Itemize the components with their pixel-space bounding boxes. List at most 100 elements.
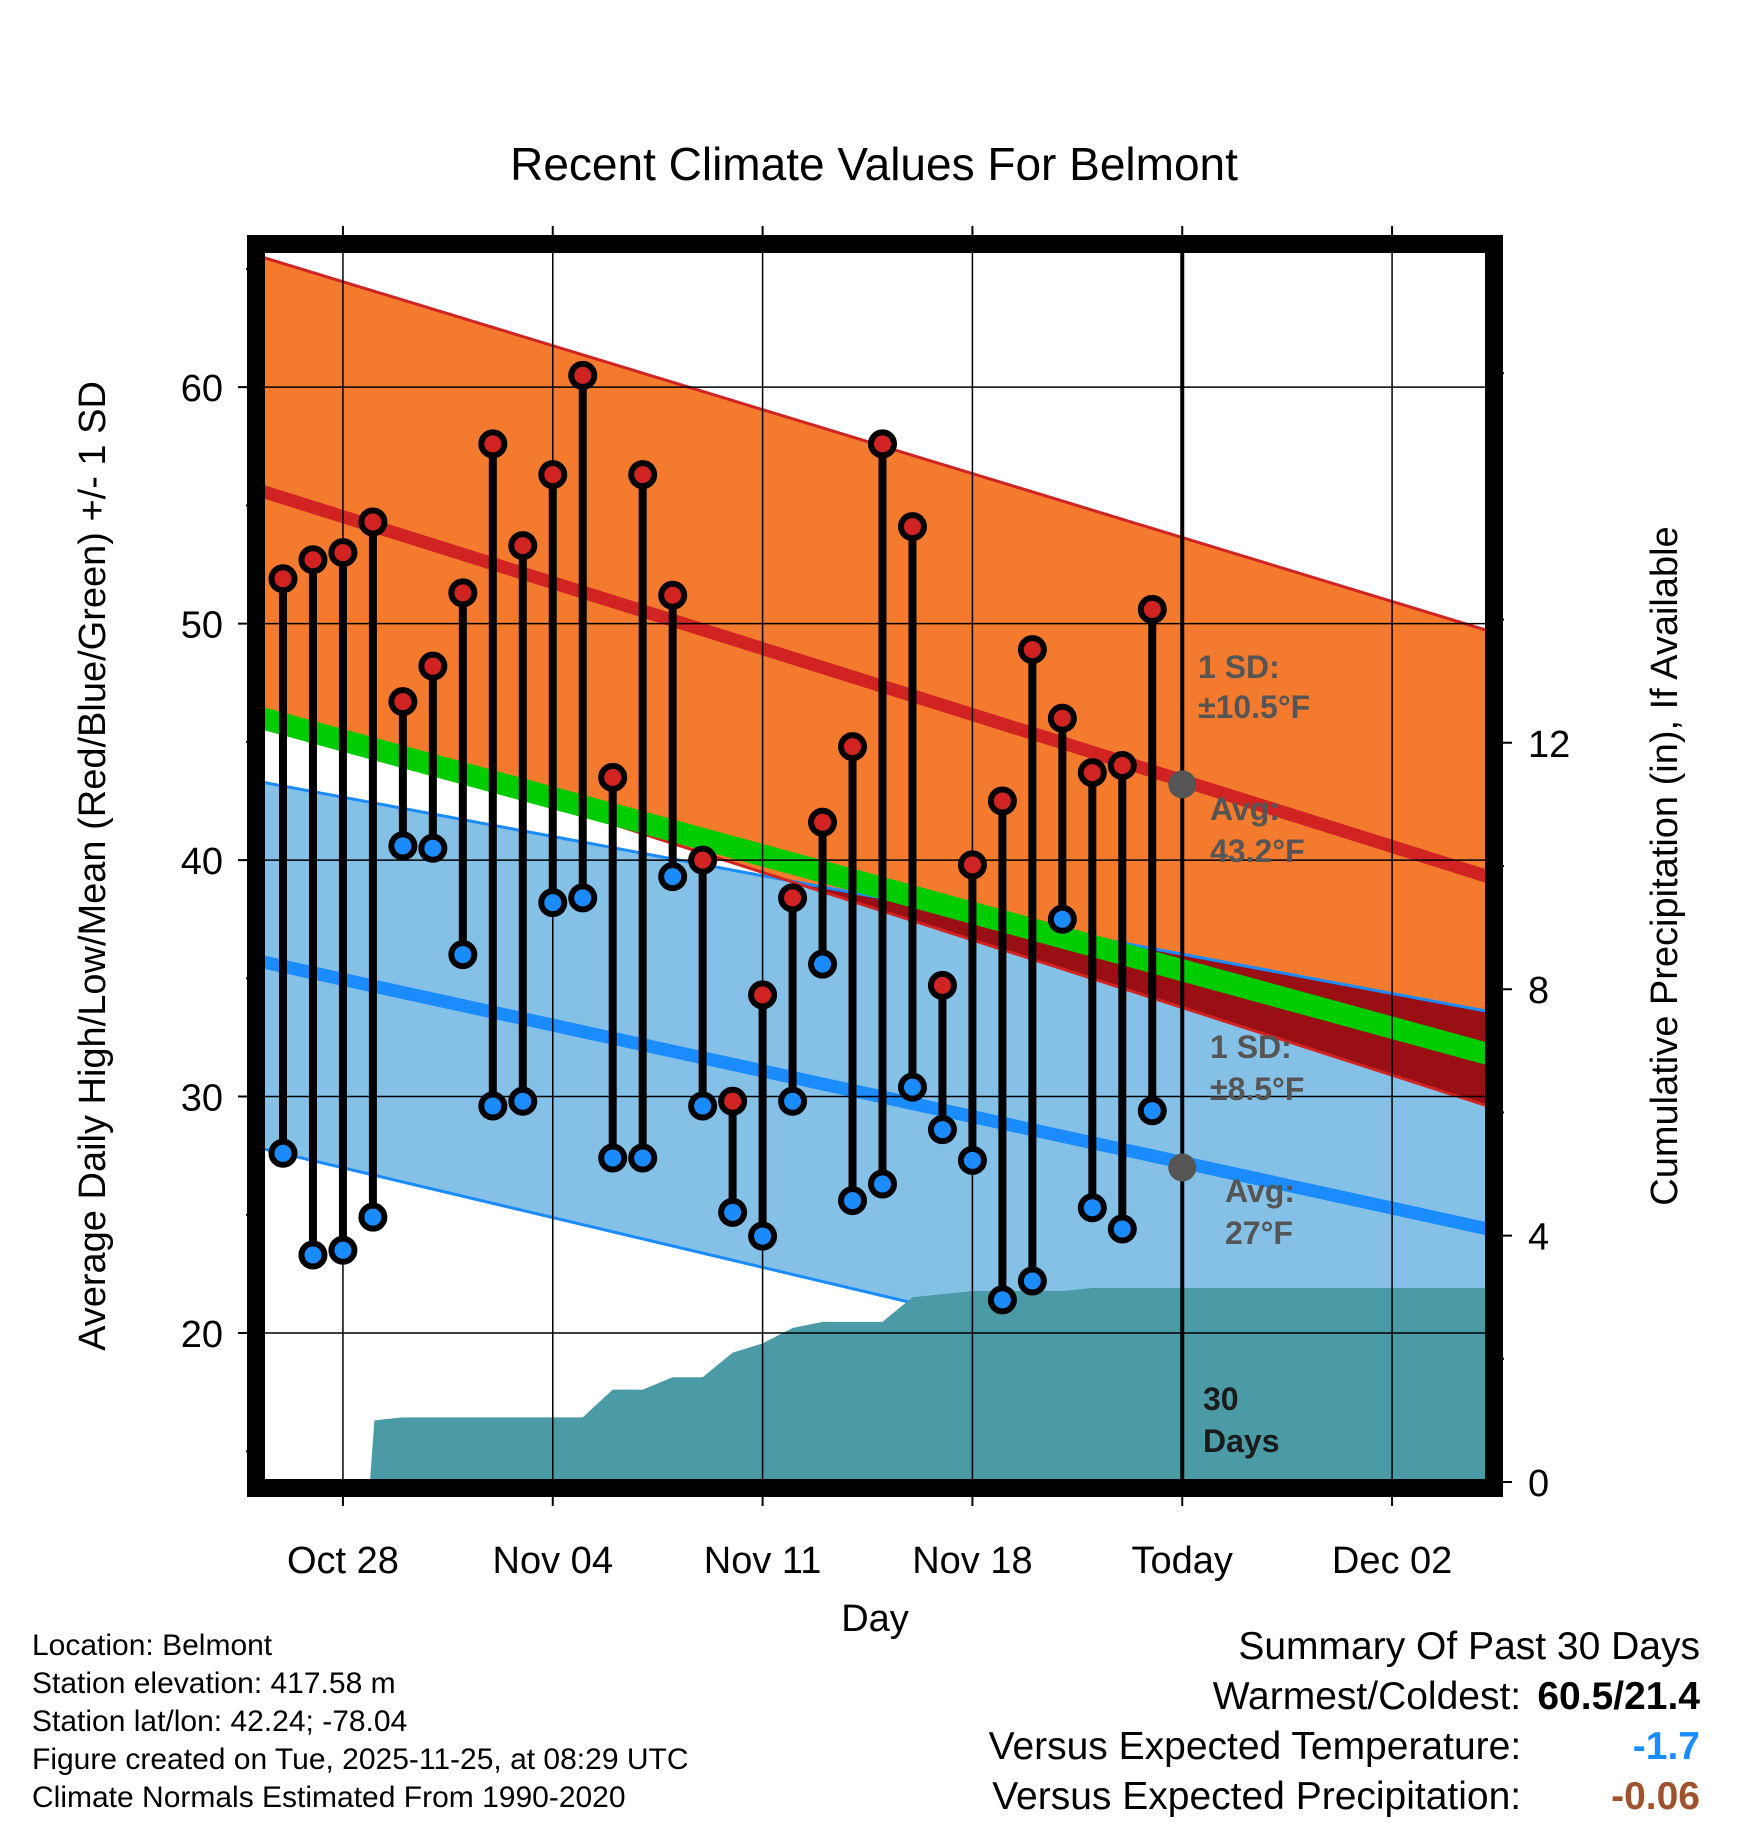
low-sd-value: ±8.5°F — [1210, 1071, 1304, 1107]
precip-value: -0.06 — [1611, 1775, 1700, 1818]
low-point — [838, 1186, 868, 1216]
window-count: 30 — [1203, 1381, 1239, 1417]
low-point — [927, 1115, 957, 1145]
high-point — [328, 538, 358, 568]
x-tick-label: Nov 18 — [912, 1540, 1032, 1582]
x-tick-label: Oct 28 — [287, 1540, 399, 1582]
x-axis-label: Day — [841, 1598, 909, 1640]
y2-axis-label: Cumulative Precipitation (in), If Availa… — [1644, 526, 1686, 1205]
summary-heading: Summary Of Past 30 Days — [1238, 1625, 1700, 1668]
high-point — [598, 762, 628, 792]
y-tick-label: 60 — [181, 368, 223, 410]
high-point — [538, 460, 568, 490]
y2-tick-label: 4 — [1528, 1217, 1549, 1259]
high-point — [927, 970, 957, 1000]
low-point — [1017, 1266, 1047, 1296]
precip-label: Versus Expected Precipitation: — [992, 1775, 1522, 1818]
high-point — [897, 512, 927, 542]
y-tick-label: 40 — [181, 841, 223, 883]
high-point — [748, 980, 778, 1010]
x-tick-label: Today — [1132, 1540, 1233, 1582]
high-point — [298, 545, 328, 575]
low-point — [748, 1221, 778, 1251]
high-point — [1077, 758, 1107, 788]
high-avg-value: 43.2°F — [1210, 833, 1305, 869]
x-tick-label: Nov 04 — [493, 1540, 613, 1582]
low-point — [867, 1169, 897, 1199]
high-point — [448, 578, 478, 608]
station-metadata: Location: Belmont Station elevation: 417… — [32, 1627, 689, 1817]
low-point — [957, 1145, 987, 1175]
high-point — [508, 531, 538, 561]
high-point — [718, 1086, 748, 1116]
summary-precip: Versus Expected Precipitation: -0.06 — [989, 1772, 1700, 1822]
low-avg-value: 27°F — [1225, 1215, 1293, 1251]
low-point — [658, 862, 688, 892]
meta-location: Location: Belmont — [32, 1629, 273, 1662]
high-point — [1017, 635, 1047, 665]
high-avg-line — [262, 484, 1488, 883]
low-point — [778, 1086, 808, 1116]
high-sd-title: 1 SD: — [1198, 649, 1280, 685]
high-avg-title: Avg: — [1210, 791, 1280, 827]
y2-tick-label: 12 — [1528, 724, 1570, 766]
warmest-coldest-label: Warmest/Coldest: — [1212, 1675, 1522, 1718]
low-point — [808, 949, 838, 979]
low-point — [478, 1091, 508, 1121]
window-unit: Days — [1203, 1423, 1280, 1459]
y-tick-label: 20 — [181, 1314, 223, 1356]
high-point — [658, 580, 688, 610]
high-point — [358, 507, 388, 537]
high-point — [957, 850, 987, 880]
low-point — [328, 1235, 358, 1265]
low-point — [1077, 1193, 1107, 1223]
low-point — [358, 1202, 388, 1232]
high-point — [808, 807, 838, 837]
low-point — [418, 833, 448, 863]
y-tick-label: 30 — [181, 1078, 223, 1120]
temp-value: -1.7 — [1632, 1725, 1700, 1768]
high-point — [418, 651, 448, 681]
high-point — [1107, 751, 1137, 781]
low-point — [538, 888, 568, 918]
low-point — [388, 831, 418, 861]
x-tick-label: Nov 11 — [704, 1540, 822, 1582]
x-tick-label: Dec 02 — [1332, 1540, 1452, 1582]
high-point — [987, 786, 1017, 816]
y2-tick-label: 0 — [1528, 1463, 1549, 1505]
low-avg-title: Avg: — [1225, 1173, 1295, 1209]
y2-tick-label: 8 — [1528, 970, 1549, 1012]
high-point — [478, 429, 508, 459]
low-point — [568, 883, 598, 913]
low-point — [897, 1072, 927, 1102]
y-tick-label: 50 — [181, 605, 223, 647]
warmest-coldest-value: 60.5/21.4 — [1537, 1675, 1700, 1718]
high-point — [268, 564, 298, 594]
low-point — [718, 1197, 748, 1227]
high-point — [568, 360, 598, 390]
meta-elevation: Station elevation: 417.58 m — [32, 1667, 396, 1700]
meta-created: Figure created on Tue, 2025-11-25, at 08… — [32, 1743, 689, 1776]
high-point — [838, 732, 868, 762]
temp-label: Versus Expected Temperature: — [988, 1725, 1522, 1768]
y-axis-label: Average Daily High/Low/Mean (Red/Blue/Gr… — [72, 381, 114, 1351]
low-point — [508, 1086, 538, 1116]
low-point — [298, 1240, 328, 1270]
low-point — [1047, 904, 1077, 934]
chart-title: Recent Climate Values For Belmont — [510, 138, 1238, 190]
high-point — [1047, 703, 1077, 733]
annotations: 1 SD: ±10.5°F Avg: 43.2°F 1 SD: ±8.5°F A… — [1198, 649, 1310, 1459]
high-sd-value: ±10.5°F — [1198, 689, 1310, 725]
low-point — [598, 1143, 628, 1173]
summary-temp: Versus Expected Temperature: -1.7 — [989, 1722, 1700, 1772]
low-avg-line — [262, 955, 1488, 1236]
low-point — [688, 1091, 718, 1121]
meta-normals: Climate Normals Estimated From 1990-2020 — [32, 1781, 626, 1814]
low-point — [1107, 1214, 1137, 1244]
high-point — [867, 429, 897, 459]
meta-latlon: Station lat/lon: 42.24; -78.04 — [32, 1705, 408, 1738]
summary-warmest-coldest: Warmest/Coldest: 60.5/21.4 — [989, 1672, 1700, 1722]
axes: 20 30 40 50 60 0 4 8 12 Oct 28 Nov 04 Nov 11 Nov 18 T… — [181, 226, 1570, 1582]
low-avg-today-marker — [1168, 1153, 1197, 1182]
